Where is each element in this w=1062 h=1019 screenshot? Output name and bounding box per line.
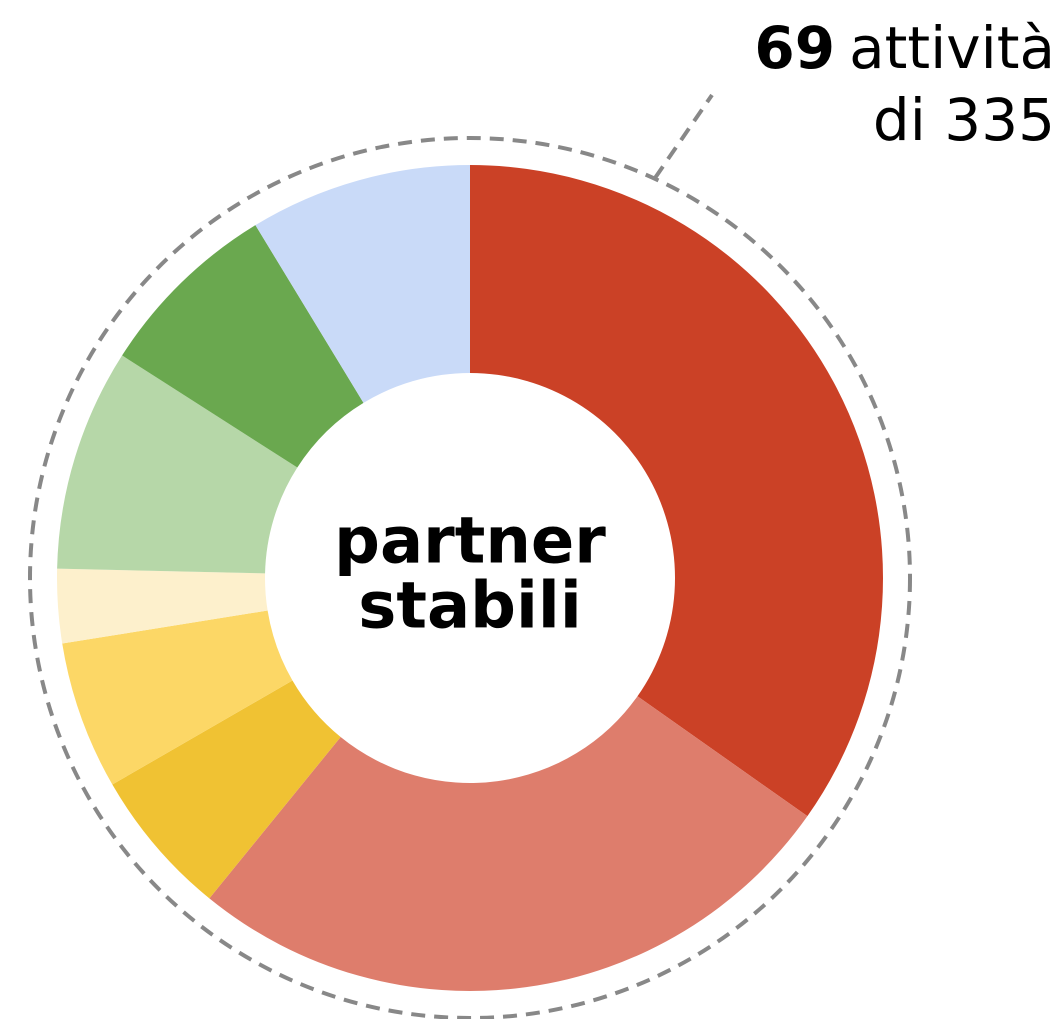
slice <box>112 680 341 899</box>
annotation-total: di 335 <box>873 86 1055 154</box>
center-label: partner <box>334 505 606 579</box>
slice <box>62 610 293 785</box>
outline <box>28 136 912 1019</box>
annotation-unit: attività <box>849 14 1055 82</box>
slices <box>56 165 884 992</box>
slice <box>470 165 884 817</box>
annotation-count: 69 <box>754 14 835 82</box>
slice <box>57 355 298 574</box>
leader-line <box>653 93 714 180</box>
annotation: 69 attività <box>754 14 1055 82</box>
slice <box>122 225 364 468</box>
center-label: stabili <box>358 570 582 644</box>
slice <box>255 165 470 403</box>
slice <box>209 696 808 992</box>
slice <box>56 568 268 644</box>
